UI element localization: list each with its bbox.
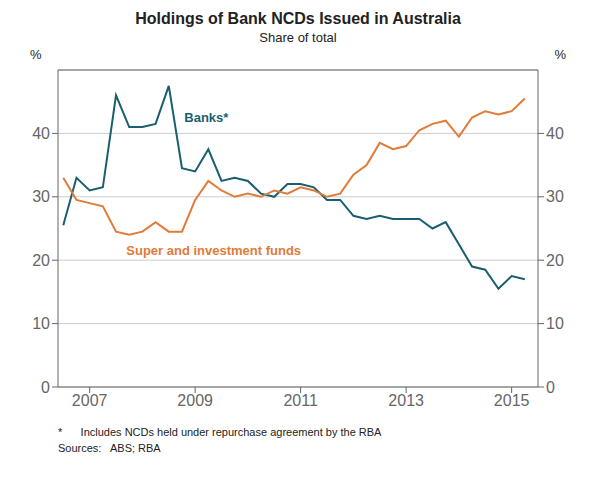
svg-text:2015: 2015 xyxy=(494,392,530,409)
svg-text:2007: 2007 xyxy=(72,392,108,409)
svg-text:0: 0 xyxy=(41,379,50,396)
html-text:Holdings of Bank NCDs Issued i: Holdings of Bank NCDs Issued in Australi… xyxy=(135,10,461,27)
svg-text:0: 0 xyxy=(546,379,555,396)
svg-text:20: 20 xyxy=(546,252,564,269)
svg-text:10: 10 xyxy=(32,315,50,332)
svg-text:30: 30 xyxy=(32,188,50,205)
html-text:Sources: ABS; RBA: Sources: ABS; RBA xyxy=(58,442,161,454)
svg-text:20: 20 xyxy=(32,252,50,269)
svg-text:40: 40 xyxy=(32,125,50,142)
svg-text:2013: 2013 xyxy=(388,392,424,409)
svg-text:10: 10 xyxy=(546,315,564,332)
svg-text:40: 40 xyxy=(546,125,564,142)
svg-text:Banks*: Banks* xyxy=(184,110,229,125)
html-text:Share of total: Share of total xyxy=(259,30,337,45)
html-text:* Includes NCDs held under rep: * Includes NCDs held under repurchase ag… xyxy=(58,426,382,438)
svg-text:30: 30 xyxy=(546,188,564,205)
svg-text:2011: 2011 xyxy=(283,392,318,409)
svg-text:Super and investment funds: Super and investment funds xyxy=(126,243,301,258)
svg-text:2009: 2009 xyxy=(177,392,213,409)
